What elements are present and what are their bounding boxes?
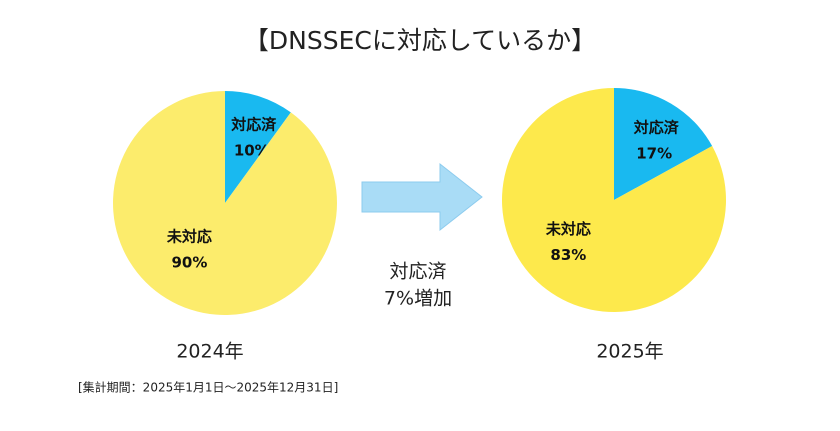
note: [集計期間：2025年1月1日～2025年12月31日] <box>78 380 338 395</box>
pie-slice <box>112 91 337 315</box>
annotation: 対応済 <box>389 261 446 283</box>
annotation: 7%増加 <box>384 288 452 310</box>
pie-title: 2024年 <box>176 341 243 363</box>
value-label: 17% <box>636 145 672 163</box>
arrow <box>361 162 483 232</box>
value-label: 83% <box>550 246 586 264</box>
pie-slice <box>225 91 291 203</box>
slice-label: 未対応 <box>166 227 212 245</box>
slice-label: 対応済 <box>230 116 277 134</box>
pie-slice <box>502 88 727 312</box>
slice-label: 対応済 <box>633 119 680 137</box>
slice-label: 未対応 <box>545 220 591 238</box>
chart-title: 【DNSSECに対応しているか】 <box>244 26 596 55</box>
pie-slice <box>614 88 713 200</box>
value-label: 90% <box>171 253 207 271</box>
pie-title: 2025年 <box>596 341 663 363</box>
